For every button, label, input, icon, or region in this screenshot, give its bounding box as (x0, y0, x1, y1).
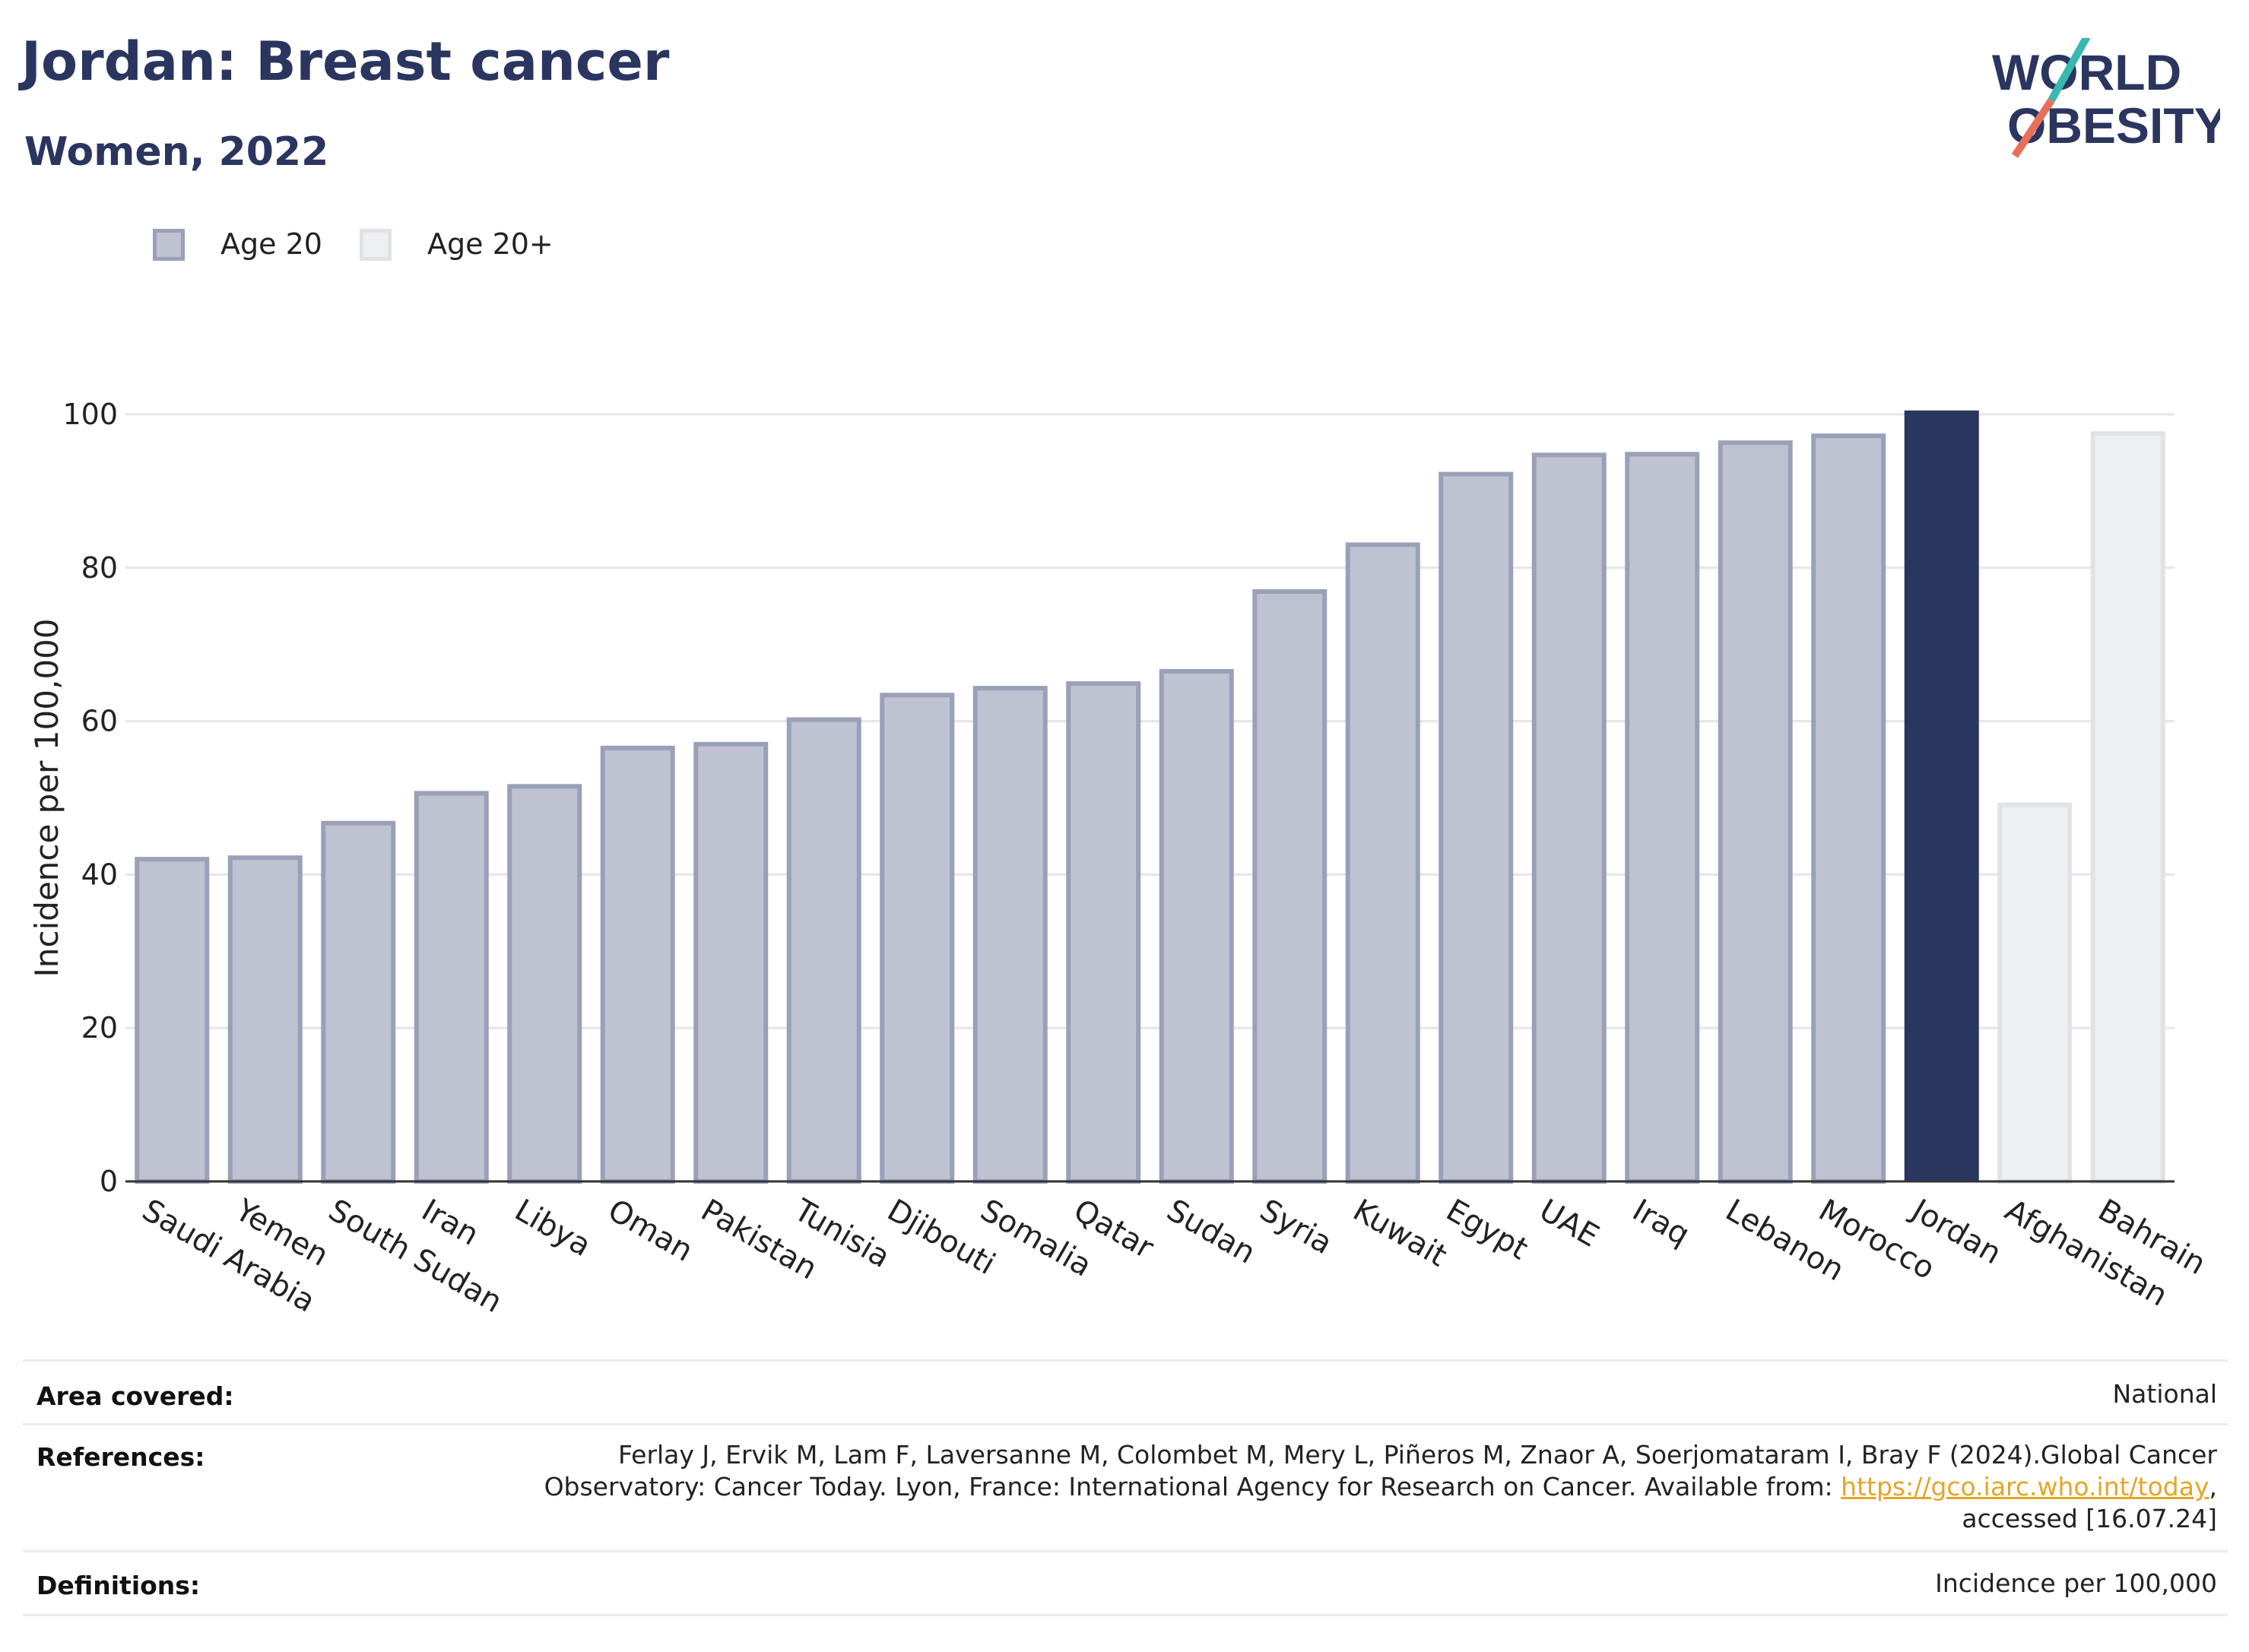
bar (321, 820, 396, 1184)
bar (693, 741, 769, 1184)
x-tick-label: Kuwait (1347, 1193, 1453, 1274)
y-tick-label: 40 (81, 858, 118, 891)
footer-row-references: References: Ferlay J, Ervik M, Lam F, La… (23, 1423, 2228, 1550)
legend-swatch-age20 (153, 229, 185, 261)
world-obesity-logo: WORLD OBESITY (1992, 38, 2220, 158)
bar (1904, 410, 1979, 1181)
x-tick-label: Iraq (1626, 1193, 1695, 1253)
bar (1531, 452, 1607, 1184)
legend-swatch-age20plus (360, 229, 392, 261)
bar (414, 791, 489, 1184)
references-value: Ferlay J, Ervik M, Lam F, Laversanne M, … (544, 1439, 2217, 1535)
references-line2-comma: , (2209, 1472, 2218, 1501)
area-covered-value: National (2112, 1379, 2217, 1409)
bar (1066, 681, 1141, 1184)
x-tick-label: Syria (1254, 1193, 1338, 1261)
x-tick-label: Libya (509, 1193, 597, 1264)
bar (1345, 542, 1420, 1184)
logo-line1: WORLD (1992, 44, 2181, 100)
definitions-value: Incidence per 100,000 (1935, 1568, 2217, 1598)
references-line2: Observatory: Cancer Today. Lyon, France:… (544, 1471, 2217, 1503)
bar (1811, 433, 1886, 1184)
bar (1625, 452, 1700, 1184)
logo-teal-slash (2048, 38, 2091, 103)
bar (972, 686, 1048, 1184)
y-tick-label: 80 (81, 551, 118, 585)
x-tick-label: Egypt (1440, 1193, 1534, 1267)
bar (227, 855, 303, 1184)
footer-bottom-rule (23, 1614, 2228, 1616)
x-tick-label: Oman (602, 1193, 699, 1269)
references-label: References: (36, 1442, 205, 1472)
y-axis-label: Incidence per 100,000 (28, 619, 65, 978)
bar (1439, 471, 1514, 1184)
references-line2-text: Observatory: Cancer Today. Lyon, France:… (544, 1472, 1841, 1501)
bar (2090, 431, 2165, 1184)
footer-table: Area covered: National References: Ferla… (23, 1359, 2228, 1616)
y-tick-label: 20 (81, 1011, 118, 1045)
legend-label-age20plus: Age 20+ (427, 227, 554, 261)
references-link[interactable]: https://gco.iarc.who.int/today (1841, 1472, 2209, 1501)
page-subtitle: Women, 2022 (24, 129, 329, 175)
references-line3: accessed [16.07.24] (1962, 1504, 2217, 1533)
x-tick-label: South Sudan (322, 1193, 508, 1320)
bar (1159, 668, 1234, 1184)
bar (507, 784, 582, 1184)
logo-coral-slash (2011, 98, 2055, 158)
bar (1718, 440, 1793, 1184)
definitions-label: Definitions: (36, 1571, 201, 1600)
x-tick-label: Djibouti (881, 1193, 1001, 1282)
bar (600, 745, 675, 1184)
y-tick-label: 0 (100, 1165, 118, 1198)
y-tick-label: 60 (81, 705, 118, 738)
x-tick-label: Sudan (1161, 1193, 1261, 1271)
area-covered-label: Area covered: (36, 1381, 234, 1411)
footer-row-area: Area covered: National (23, 1359, 2228, 1423)
bar (1997, 802, 2073, 1184)
legend-label-age20: Age 20 (220, 227, 322, 261)
bar (880, 693, 955, 1184)
bar (786, 717, 861, 1184)
footer-row-definitions: Definitions: Incidence per 100,000 (23, 1550, 2228, 1614)
x-tick-label: UAE (1534, 1193, 1605, 1254)
page-title: Jordan: Breast cancer (21, 30, 670, 93)
bar (1252, 589, 1328, 1184)
bar (135, 857, 210, 1184)
references-line1: Ferlay J, Ervik M, Lam F, Laversanne M, … (617, 1440, 2217, 1470)
y-tick-label: 100 (62, 398, 118, 431)
